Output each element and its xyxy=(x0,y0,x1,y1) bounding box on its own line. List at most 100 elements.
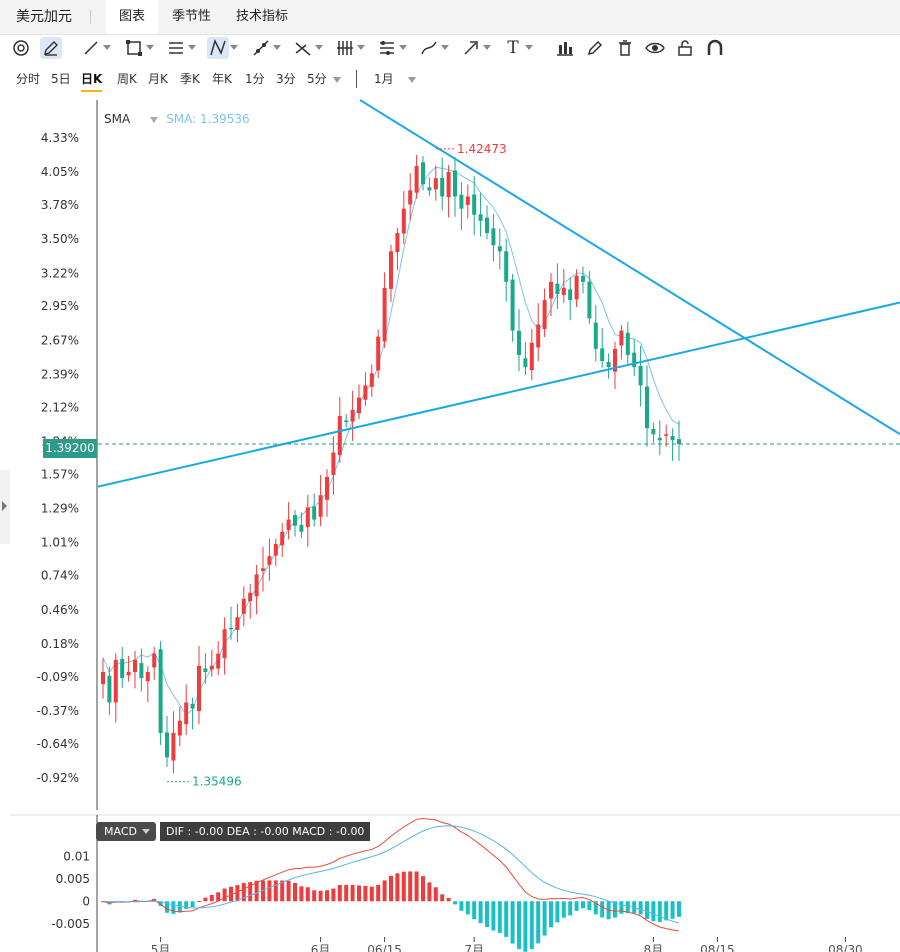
candle-body xyxy=(645,386,649,429)
macd-hist-bar xyxy=(433,887,438,902)
tf-quarterly[interactable]: 季K xyxy=(180,72,200,86)
trash-icon[interactable] xyxy=(614,37,636,59)
low-annotation: 1.35496 xyxy=(192,775,242,789)
rectangle-tool-icon[interactable] xyxy=(123,37,154,59)
y-tick-label: 3.78% xyxy=(41,198,79,212)
tf-5day[interactable]: 5日 xyxy=(51,72,71,86)
macd-hist-bar xyxy=(465,901,470,915)
pencil-icon[interactable] xyxy=(40,37,62,59)
period-select[interactable]: 1月 xyxy=(374,68,416,90)
macd-name[interactable]: MACD xyxy=(96,822,156,841)
grid-lines-icon[interactable] xyxy=(334,37,365,59)
macd-hist-bar xyxy=(478,901,483,924)
y-tick-label: 0.74% xyxy=(41,569,79,583)
resistance-trendline[interactable] xyxy=(359,99,900,436)
macd-hist-bar xyxy=(344,884,349,902)
candle-body xyxy=(158,649,163,733)
candle-body xyxy=(203,668,208,672)
macd-values: DIF : -0.00 DEA : -0.00 MACD : -0.00 xyxy=(160,822,371,841)
macd-hist-bar xyxy=(414,871,419,902)
text-tool-icon[interactable]: T xyxy=(502,37,533,59)
candle-body xyxy=(120,658,125,679)
candle-body xyxy=(542,300,547,330)
candle-body xyxy=(478,214,483,221)
candle-body xyxy=(209,665,214,670)
trendlines-layer xyxy=(97,99,900,488)
y-tick-label: 1.01% xyxy=(41,536,79,550)
macd-hist-bar xyxy=(510,901,515,944)
tf-weekly[interactable]: 周K xyxy=(117,72,137,86)
macd-hist-bar xyxy=(357,885,361,902)
macd-hist-bar xyxy=(670,901,675,919)
macd-hist-bar xyxy=(376,884,381,902)
tf-1min[interactable]: 1分 xyxy=(245,72,265,86)
candle-body xyxy=(133,659,137,672)
support-trendline[interactable] xyxy=(97,301,900,488)
brush-icon[interactable] xyxy=(418,37,449,59)
macd-hist-bar xyxy=(485,901,489,928)
tab-technical-indicators[interactable]: 技术指标 xyxy=(236,9,289,24)
macd-hist-bar xyxy=(363,886,368,902)
macd-hist-bar xyxy=(254,880,259,902)
candle-body xyxy=(337,415,342,456)
macd-hist-bar xyxy=(574,901,579,911)
macd-legend[interactable]: MACD DIF : -0.00 DEA : -0.00 MACD : -0.00 xyxy=(96,822,371,841)
arrow-icon[interactable] xyxy=(460,37,491,59)
y-tick-label: 1.57% xyxy=(41,467,79,481)
candle-body xyxy=(427,187,432,191)
tab-chart[interactable]: 图表 xyxy=(106,0,158,34)
candle-body xyxy=(235,617,240,630)
sma-legend[interactable]: SMA SMA: 1.39536 xyxy=(104,112,250,126)
macd-hist-bar xyxy=(101,901,105,903)
macd-hist-bar xyxy=(222,888,227,902)
macd-hist-bar xyxy=(261,880,265,902)
tf-daily[interactable]: 日K xyxy=(81,68,103,92)
tab-divider xyxy=(90,10,91,24)
tf-monthly[interactable]: 月K xyxy=(148,72,168,86)
collapse-handle[interactable] xyxy=(0,470,10,544)
sma-line-layer xyxy=(102,166,680,716)
tf-minute[interactable]: 分时 xyxy=(16,72,41,86)
eye-icon[interactable] xyxy=(644,37,666,59)
target-icon[interactable] xyxy=(10,37,32,59)
macd-hist-bar xyxy=(203,897,208,902)
macd-hist-bar xyxy=(369,886,374,902)
tab-seasonality[interactable]: 季节性 xyxy=(172,9,212,24)
tf-3min[interactable]: 3分 xyxy=(276,72,296,86)
candle-body xyxy=(312,506,317,520)
ray-tool-icon[interactable] xyxy=(250,37,281,59)
magnet-icon[interactable] xyxy=(704,37,726,59)
measure-icon[interactable] xyxy=(376,37,407,59)
macd-hist-bar xyxy=(619,901,624,914)
edit-icon[interactable] xyxy=(584,37,606,59)
bars-icon[interactable] xyxy=(554,37,576,59)
candle-body xyxy=(549,281,553,299)
candle-body xyxy=(574,275,579,300)
candle-body xyxy=(107,675,112,703)
x-tick-label: 8月 xyxy=(644,943,664,952)
macd-hist-bar xyxy=(152,898,157,902)
candle-body xyxy=(261,568,265,571)
current-price-tag: 1.39200 xyxy=(43,439,97,458)
line-tool-icon[interactable] xyxy=(80,37,111,59)
cross-line-icon[interactable] xyxy=(292,37,323,59)
lock-icon[interactable] xyxy=(674,37,696,59)
macd-hist-bar xyxy=(305,887,310,902)
parallel-lines-icon[interactable] xyxy=(165,37,196,59)
tf-yearly[interactable]: 年K xyxy=(212,72,232,86)
chevron-down-icon[interactable] xyxy=(150,116,159,123)
macd-hist-bar xyxy=(677,901,681,917)
candle-body xyxy=(632,352,637,368)
candle-body xyxy=(581,275,585,282)
tf-5min[interactable]: 5分 xyxy=(307,68,341,90)
macd-hist-bar xyxy=(491,901,496,931)
candle-body xyxy=(395,233,400,253)
candle-body xyxy=(293,515,297,526)
macd-hist-bar xyxy=(158,901,163,907)
macd-hist-bar xyxy=(286,880,291,902)
symbol-title: 美元加元 xyxy=(16,9,72,25)
candle-body xyxy=(145,671,150,682)
pattern-tool-icon[interactable] xyxy=(207,37,238,59)
macd-hist-bar xyxy=(529,901,534,950)
